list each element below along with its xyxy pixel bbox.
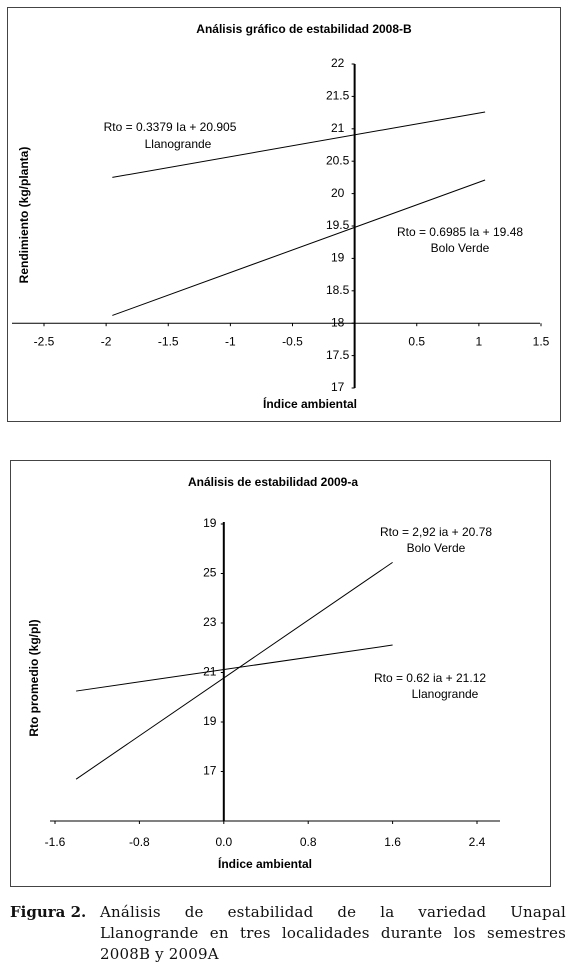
x-tick-label: -1.6 — [45, 835, 66, 849]
x-axis-label: Índice ambiental — [218, 856, 312, 871]
caption-line: Llanogrande en tres localidades durante … — [100, 924, 566, 942]
caption: Figura 2. Análisis de estabilidad de la … — [10, 902, 566, 965]
series-line — [75, 561, 393, 780]
y-tick-label: 17 — [331, 380, 345, 394]
x-axis-label: Índice ambiental — [263, 396, 357, 411]
y-axis-label: Rendimiento (kg/planta) — [17, 147, 31, 284]
y-axis-label: Rto promedio (kg/pl) — [27, 619, 41, 736]
x-tick-label: -1 — [225, 334, 236, 348]
x-tick-label: 1.6 — [384, 835, 401, 849]
annotation: Rto = 2,92 ia + 20.78 — [380, 525, 492, 539]
caption-label: Figura 2. — [10, 903, 87, 921]
y-tick-label: 17 — [203, 764, 217, 778]
y-tick-label: 19 — [331, 251, 345, 265]
annotation: Llanogrande — [145, 137, 212, 151]
y-tick-label: 19.5 — [326, 218, 350, 232]
annotation: Bolo Verde — [407, 541, 466, 555]
y-tick-label: 21 — [331, 121, 345, 135]
chart-title: Análisis de estabilidad 2009-a — [188, 475, 358, 489]
y-tick-label: 19 — [203, 714, 217, 728]
y-tick-label: 23 — [203, 615, 217, 629]
x-tick-label: -1.5 — [158, 334, 179, 348]
x-tick-label: 0.8 — [300, 835, 317, 849]
x-tick-label: -0.5 — [282, 334, 303, 348]
series-line — [112, 179, 486, 316]
chart-frame — [7, 7, 561, 422]
caption-text: Análisis de estabilidad de la variedad U… — [100, 902, 566, 965]
annotation: Llanogrande — [412, 687, 479, 701]
y-tick-label: 18.5 — [326, 283, 350, 297]
y-tick-label: 17.5 — [326, 348, 350, 362]
caption-line: Análisis de estabilidad de la variedad U… — [100, 903, 566, 921]
y-tick-label: 19 — [203, 516, 217, 530]
series-line — [76, 644, 393, 692]
x-tick-label: 1.5 — [533, 334, 550, 348]
chart-title: Análisis gráfico de estabilidad 2008-B — [196, 22, 412, 36]
x-tick-label: 0.0 — [215, 835, 232, 849]
annotation: Rto = 0.6985 Ia + 19.48 — [397, 225, 523, 239]
x-tick-label: -0.8 — [129, 835, 150, 849]
annotation: Bolo Verde — [431, 241, 490, 255]
x-tick-label: 2.4 — [469, 835, 486, 849]
chart-frame — [10, 460, 551, 887]
annotation: Rto = 0.62 ia + 21.12 — [374, 671, 486, 685]
x-tick-label: -2.5 — [34, 334, 55, 348]
series-line — [112, 111, 486, 178]
x-tick-label: 1 — [476, 334, 483, 348]
caption-line: 2008B y 2009A — [100, 945, 219, 963]
annotation: Rto = 0.3379 Ia + 20.905 — [104, 120, 237, 134]
x-tick-label: -2 — [101, 334, 112, 348]
y-tick-label: 20.5 — [326, 153, 350, 167]
y-tick-label: 21.5 — [326, 89, 350, 103]
x-tick-label: 0.5 — [408, 334, 425, 348]
y-tick-label: 25 — [203, 566, 217, 580]
y-tick-label: 22 — [331, 56, 345, 70]
y-tick-label: 20 — [331, 186, 345, 200]
y-tick-label: 18 — [331, 315, 345, 329]
